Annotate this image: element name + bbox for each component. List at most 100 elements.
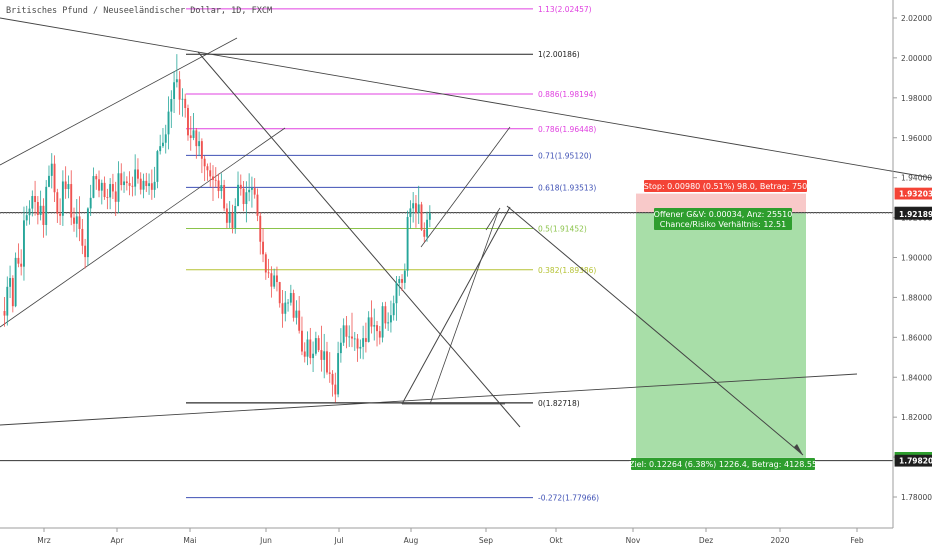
time-tick-label: Apr bbox=[111, 536, 125, 545]
candle-down bbox=[303, 351, 306, 357]
candle-up bbox=[342, 325, 345, 343]
candle-up bbox=[289, 293, 292, 303]
time-tick-label: Sep bbox=[479, 536, 493, 545]
candle-up bbox=[28, 208, 31, 216]
candle-up bbox=[123, 181, 125, 186]
time-tick-label: Aug bbox=[404, 536, 419, 545]
price-badge bbox=[894, 454, 932, 467]
candle-up bbox=[359, 346, 362, 349]
candle-up bbox=[170, 99, 173, 112]
candle-up bbox=[362, 338, 365, 347]
open-pnl-label-text: Offener G&V: 0.00034, Anz: 25510 bbox=[654, 210, 793, 219]
candle-down bbox=[225, 208, 228, 223]
candle-up bbox=[295, 310, 298, 318]
candle-up bbox=[417, 204, 420, 213]
candle-down bbox=[70, 184, 73, 218]
candle-up bbox=[167, 111, 170, 135]
fib-level-label: 0.382(1.89386) bbox=[538, 266, 596, 275]
candle-up bbox=[367, 317, 370, 342]
candle-down bbox=[351, 336, 353, 339]
candle-up bbox=[387, 322, 390, 324]
candle-down bbox=[98, 179, 100, 191]
price-badge bbox=[894, 187, 932, 200]
candle-up bbox=[153, 181, 156, 190]
price-badge bbox=[894, 207, 932, 220]
candle-down bbox=[270, 273, 273, 287]
candle-down bbox=[95, 176, 98, 180]
target-label-text: Ziel: 0.12264 (6.38%) 1226.4, Betrag: 41… bbox=[629, 460, 817, 469]
candle-down bbox=[217, 180, 220, 192]
candle-down bbox=[253, 188, 256, 195]
candle-down bbox=[275, 275, 278, 283]
candle-up bbox=[162, 142, 164, 147]
candle-down bbox=[73, 217, 75, 224]
candle-down bbox=[195, 130, 198, 147]
time-axis[interactable]: Mrz Apr Mai Jun Jul Aug Sep Okt Nov Dez 2020 Feb bbox=[0, 527, 893, 545]
candle-down bbox=[103, 182, 106, 198]
candle-down bbox=[53, 163, 56, 193]
candle-down bbox=[320, 350, 323, 360]
candle-up bbox=[148, 183, 151, 187]
candle-down bbox=[20, 263, 23, 267]
price-badge-label: 1.93203 bbox=[899, 190, 932, 199]
candle-up bbox=[250, 188, 253, 190]
fib-level-label: 0.5(1.91452) bbox=[538, 225, 587, 234]
candle-up bbox=[6, 286, 9, 316]
candle-down bbox=[78, 216, 81, 229]
candle-down bbox=[189, 135, 192, 138]
fib-level-label: 0(1.82718) bbox=[538, 399, 580, 408]
candle-up bbox=[61, 181, 64, 216]
candle-up bbox=[337, 353, 340, 395]
candle-down bbox=[34, 196, 37, 203]
stop-label-text: Stop: 0.00980 (0.51%) 98.0, Betrag: 750 bbox=[644, 182, 807, 191]
candle-up bbox=[75, 216, 78, 224]
candle-down bbox=[298, 310, 301, 331]
candle-down bbox=[259, 215, 262, 242]
candle-up bbox=[381, 306, 384, 338]
candle-down bbox=[131, 185, 134, 187]
time-tick-label: 2020 bbox=[770, 536, 789, 545]
candle-up bbox=[89, 197, 92, 209]
price-axis[interactable]: 2.020002.000001.980001.960001.940001.920… bbox=[892, 0, 932, 528]
projection-arrow-line bbox=[506, 205, 804, 456]
candle-up bbox=[39, 205, 42, 215]
candle-down bbox=[128, 183, 131, 186]
candle-down bbox=[223, 185, 226, 209]
time-tick-label: Nov bbox=[626, 536, 641, 545]
candle-down bbox=[136, 169, 139, 179]
candle-up bbox=[67, 184, 70, 190]
candle-down bbox=[56, 192, 59, 214]
price-tick-label: 1.98000 bbox=[901, 94, 932, 103]
candle-down bbox=[317, 338, 320, 351]
candle-up bbox=[175, 79, 178, 83]
candles bbox=[3, 54, 431, 403]
candle-up bbox=[306, 339, 309, 357]
candle-up bbox=[164, 134, 167, 143]
candle-up bbox=[412, 203, 415, 209]
candle-up bbox=[14, 257, 17, 307]
stop-zone bbox=[636, 193, 806, 213]
candle-down bbox=[326, 351, 328, 373]
candle-down bbox=[423, 229, 426, 237]
price-tick-label: 1.82000 bbox=[901, 413, 932, 422]
fib-level-label: 1.13(2.02457) bbox=[538, 5, 592, 14]
candle-down bbox=[364, 338, 367, 342]
candle-down bbox=[378, 331, 381, 338]
candle-down bbox=[203, 158, 206, 167]
candle-down bbox=[139, 178, 142, 190]
candle-up bbox=[48, 175, 50, 187]
candle-up bbox=[92, 176, 95, 198]
rising-channel-upper bbox=[420, 126, 511, 248]
price-tick-label: 1.88000 bbox=[901, 293, 932, 302]
candle-up bbox=[398, 279, 401, 284]
projection-arrow-head bbox=[794, 444, 803, 455]
candle-down bbox=[206, 166, 209, 171]
candle-down bbox=[264, 254, 267, 273]
candle-up bbox=[314, 338, 317, 354]
time-tick-label: Okt bbox=[549, 536, 562, 545]
candle-up bbox=[25, 215, 28, 221]
candle-down bbox=[334, 384, 337, 395]
descending-diagonal bbox=[197, 51, 521, 428]
candle-down bbox=[331, 373, 334, 385]
